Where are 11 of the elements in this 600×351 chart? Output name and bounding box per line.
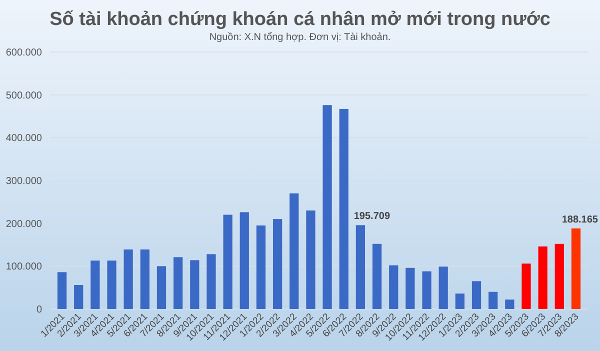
y-tick-label: 400.000	[6, 133, 42, 144]
chart-subtitle: Nguồn: X.N tổng hợp. Đơn vị: Tài khoản.	[209, 31, 391, 43]
y-tick-label: 0	[36, 304, 42, 316]
data-label: 195.709	[354, 211, 390, 222]
y-tick-label: 600.000	[6, 48, 42, 58]
y-tick-label: 500.000	[6, 90, 42, 102]
y-tick-label: 100.000	[6, 262, 42, 273]
y-tick-label: 300.000	[6, 176, 42, 187]
y-tick-label: 200.000	[6, 218, 42, 230]
data-label: 188.165	[562, 214, 598, 226]
chart-title: Số tài khoản chứng khoán cá nhân mở mới trong nước	[50, 9, 551, 30]
